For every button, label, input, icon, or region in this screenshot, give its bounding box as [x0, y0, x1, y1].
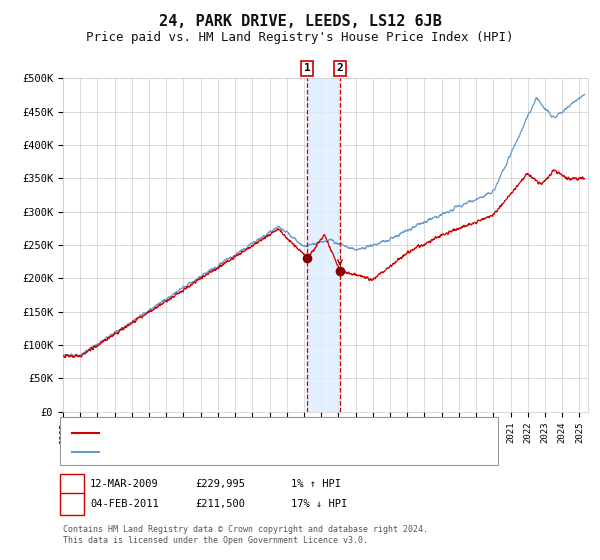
Text: 1% ↑ HPI: 1% ↑ HPI [291, 479, 341, 489]
Text: £211,500: £211,500 [195, 499, 245, 509]
Text: Price paid vs. HM Land Registry's House Price Index (HPI): Price paid vs. HM Land Registry's House … [86, 31, 514, 44]
Text: 12-MAR-2009: 12-MAR-2009 [90, 479, 159, 489]
Text: HPI: Average price, detached house, Leeds: HPI: Average price, detached house, Leed… [104, 446, 344, 456]
Text: Contains HM Land Registry data © Crown copyright and database right 2024.
This d: Contains HM Land Registry data © Crown c… [63, 525, 428, 545]
Text: 2: 2 [337, 63, 343, 73]
Text: 2: 2 [68, 499, 76, 509]
Text: 17% ↓ HPI: 17% ↓ HPI [291, 499, 347, 509]
Text: 04-FEB-2011: 04-FEB-2011 [90, 499, 159, 509]
Text: 24, PARK DRIVE, LEEDS, LS12 6JB: 24, PARK DRIVE, LEEDS, LS12 6JB [158, 14, 442, 29]
Text: 24, PARK DRIVE, LEEDS, LS12 6JB (detached house): 24, PARK DRIVE, LEEDS, LS12 6JB (detache… [104, 428, 386, 437]
Text: 1: 1 [68, 479, 76, 489]
Text: 1: 1 [304, 63, 311, 73]
Text: £229,995: £229,995 [195, 479, 245, 489]
Bar [307, 78, 340, 412]
